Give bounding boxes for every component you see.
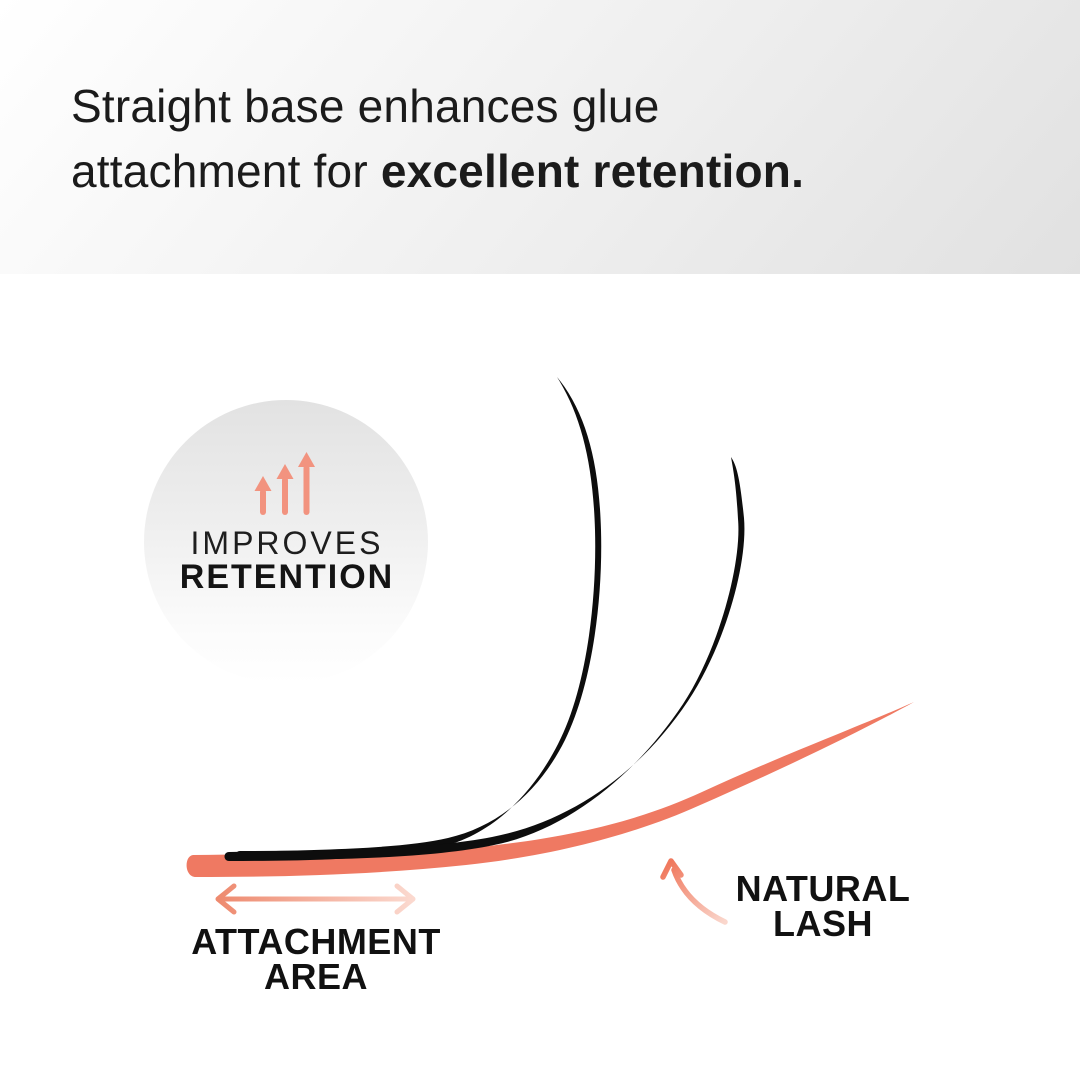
attachment-area-line2: AREA: [263, 956, 368, 997]
badge-improves-label: IMPROVES: [190, 525, 384, 561]
improves-retention-badge: [144, 400, 428, 684]
natural-lash-line2: LASH: [773, 903, 873, 944]
up-arrow-icon: [276, 464, 294, 515]
page-title: Straight base enhances glue attachment f…: [71, 74, 1011, 204]
double-headed-arrow-icon: [215, 883, 416, 915]
attachment-area-label: ATTACHMENT AREA: [166, 921, 466, 997]
natural-lash-label: NATURAL LASH: [673, 868, 973, 944]
three-up-arrows-icon: [254, 452, 315, 515]
header-band: [0, 0, 1080, 274]
up-arrow-icon: [254, 476, 272, 515]
extension-lash-short: [235, 457, 745, 860]
curved-up-arrow-icon: [660, 858, 728, 925]
headline-line1: Straight base enhances glue: [71, 80, 660, 132]
attachment-area-line1: ATTACHMENT: [191, 921, 441, 962]
badge-retention-label: RETENTION: [179, 558, 395, 596]
headline-line2-bold: excellent retention.: [380, 145, 805, 197]
extension-lash-long: [224, 377, 602, 861]
natural-lash-line1: NATURAL: [735, 868, 911, 909]
up-arrow-icon: [298, 452, 315, 515]
headline-line2-regular: attachment for: [71, 145, 381, 197]
